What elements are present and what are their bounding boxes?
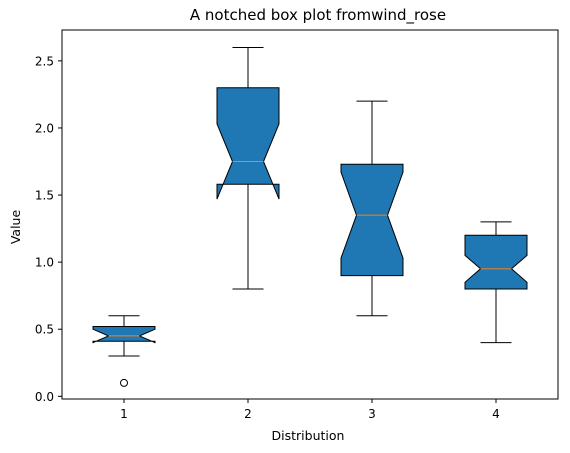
- y-tick-label: 1.5: [35, 189, 54, 203]
- y-tick-label: 0.0: [35, 390, 54, 404]
- y-tick-label: 0.5: [35, 323, 54, 337]
- box-1: [92, 326, 156, 344]
- outlier-point: [120, 378, 128, 387]
- plot-frame: [61, 29, 559, 400]
- chart-title: A notched box plot fromwind_rose: [190, 6, 446, 25]
- y-tick-label: 1.0: [35, 256, 54, 270]
- x-tick-label: 1: [120, 407, 128, 421]
- x-tick-label: 4: [492, 407, 500, 421]
- y-axis-label: Value: [8, 210, 23, 245]
- box-3: [340, 163, 404, 277]
- plot-area: 0.0 0.5 1.0 1.5 2.0 2.5 1 2 3 4: [35, 46, 528, 421]
- x-tick-label: 2: [244, 407, 252, 421]
- box-2: [216, 87, 280, 200]
- x-tick-label: 3: [368, 407, 376, 421]
- box-4: [464, 234, 528, 290]
- y-tick-label: 2.5: [35, 54, 54, 68]
- y-tick-label: 2.0: [35, 121, 54, 135]
- x-axis-label: Distribution: [272, 428, 345, 443]
